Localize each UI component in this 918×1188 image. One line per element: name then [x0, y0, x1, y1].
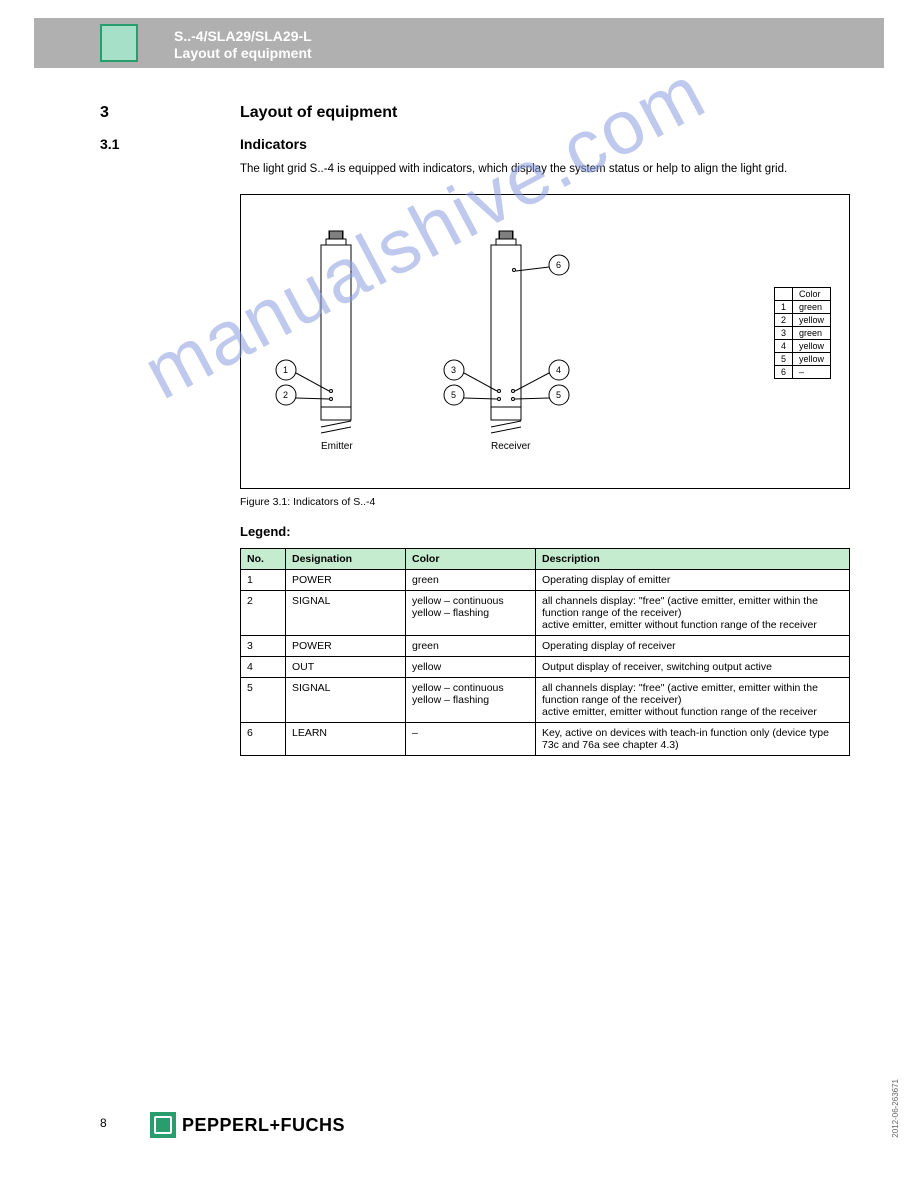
table-row: 5SIGNALyellow – continuous yellow – flas… [241, 678, 850, 723]
table-row: 2SIGNALyellow – continuous yellow – flas… [241, 591, 850, 636]
legend-r3c0: 4 [774, 340, 792, 353]
header-bar: S..-4/SLA29/SLA29-L Layout of equipment [34, 18, 884, 68]
cell-desig: POWER [286, 570, 406, 591]
cell-desc: Operating display of emitter [536, 570, 850, 591]
cell-no: 1 [241, 570, 286, 591]
emitter-label: Emitter [321, 441, 353, 452]
diagram-svg [241, 195, 671, 490]
callout-3: 3 [451, 365, 456, 375]
legend-r5c0: 6 [774, 366, 792, 379]
section-title-3: Layout of equipment [240, 104, 397, 122]
cell-desc: Output display of receiver, switching ou… [536, 657, 850, 678]
legend-r3c1: yellow [792, 340, 830, 353]
header-accent-square [100, 24, 138, 62]
section-number-3-1: 3.1 [100, 136, 119, 152]
legend-heading: Legend: [240, 524, 291, 539]
legend-r0c1: green [792, 301, 830, 314]
receiver-label: Receiver [491, 441, 530, 452]
table-row: 4OUTyellowOutput display of receiver, sw… [241, 657, 850, 678]
legend-r0c0: 1 [774, 301, 792, 314]
cell-color: green [406, 570, 536, 591]
cell-no: 4 [241, 657, 286, 678]
intro-paragraph: The light grid S..-4 is equipped with in… [240, 162, 858, 178]
section-number-3: 3 [100, 104, 109, 122]
cell-desig: LEARN [286, 723, 406, 756]
cell-desc: Operating display of receiver [536, 636, 850, 657]
cell-no: 3 [241, 636, 286, 657]
cell-desig: POWER [286, 636, 406, 657]
table-row: 3POWERgreenOperating display of receiver [241, 636, 850, 657]
legend-r1c0: 2 [774, 314, 792, 327]
header-title: S..-4/SLA29/SLA29-L Layout of equipment [174, 28, 312, 62]
legend-h1: Color [792, 288, 830, 301]
cell-color: – [406, 723, 536, 756]
footer-logo: PEPPERL+FUCHS [150, 1112, 345, 1138]
cell-no: 6 [241, 723, 286, 756]
th-no: No. [241, 549, 286, 570]
cell-color: yellow [406, 657, 536, 678]
cell-desc: Key, active on devices with teach-in fun… [536, 723, 850, 756]
cell-no: 2 [241, 591, 286, 636]
cell-desig: OUT [286, 657, 406, 678]
legend-r4c0: 5 [774, 353, 792, 366]
cell-color: green [406, 636, 536, 657]
cell-color: yellow – continuous yellow – flashing [406, 591, 536, 636]
legend-r2c0: 3 [774, 327, 792, 340]
legend-h0 [774, 288, 792, 301]
th-desc: Description [536, 549, 850, 570]
table-row: 1POWERgreenOperating display of emitter [241, 570, 850, 591]
th-color: Color [406, 549, 536, 570]
callout-5a: 5 [451, 390, 456, 400]
legend-r2c1: green [792, 327, 830, 340]
legend-r5c1: – [792, 366, 830, 379]
figure-caption: Figure 3.1: Indicators of S..-4 [240, 496, 375, 508]
callout-2: 2 [283, 390, 288, 400]
page-number: 8 [100, 1116, 107, 1130]
callout-1: 1 [283, 365, 288, 375]
revision-code: 2012-06-263671 [891, 1079, 900, 1138]
legend-r4c1: yellow [792, 353, 830, 366]
diagram-legend: Color 1green 2yellow 3green 4yellow 5yel… [774, 287, 831, 379]
spec-table: No. Designation Color Description 1POWER… [240, 548, 850, 756]
header-line1: S..-4/SLA29/SLA29-L [174, 28, 312, 44]
cell-color: yellow – continuous yellow – flashing [406, 678, 536, 723]
header-line2: Layout of equipment [174, 45, 312, 61]
brand-text: PEPPERL+FUCHS [182, 1115, 345, 1136]
indicators-diagram: Emitter Receiver [240, 194, 850, 489]
cell-desc: all channels display: "free" (active emi… [536, 591, 850, 636]
cell-desc: all channels display: "free" (active emi… [536, 678, 850, 723]
cell-desig: SIGNAL [286, 591, 406, 636]
section-title-3-1: Indicators [240, 136, 307, 152]
table-row: 6LEARN–Key, active on devices with teach… [241, 723, 850, 756]
callout-6: 6 [556, 260, 561, 270]
th-desig: Designation [286, 549, 406, 570]
pf-icon [150, 1112, 176, 1138]
callout-5b: 5 [556, 390, 561, 400]
callout-4: 4 [556, 365, 561, 375]
legend-r1c1: yellow [792, 314, 830, 327]
cell-desig: SIGNAL [286, 678, 406, 723]
cell-no: 5 [241, 678, 286, 723]
